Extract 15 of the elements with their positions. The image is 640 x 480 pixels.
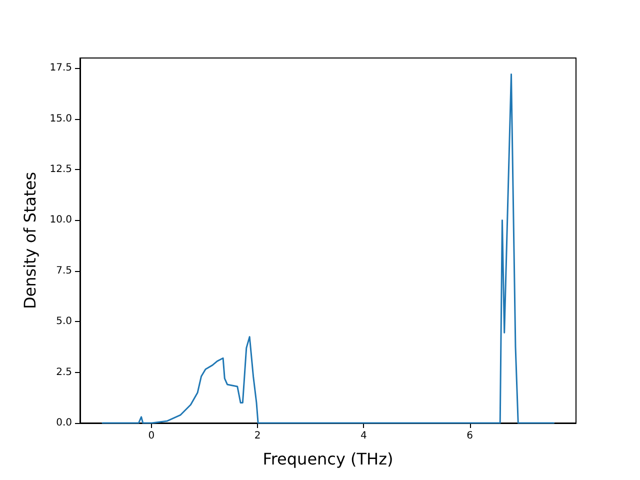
x-axis-title: Frequency (THz) xyxy=(262,450,394,468)
x-tick-label: 6 xyxy=(466,430,474,442)
y-tick-label: 5.0 xyxy=(56,316,72,328)
y-tick-label: 7.5 xyxy=(56,265,72,276)
x-tick-label: 0 xyxy=(148,430,155,442)
y-axis-title: Density of States xyxy=(20,172,40,310)
y-tick-label: 0.0 xyxy=(56,418,72,428)
y-tick-label: 17.5 xyxy=(50,62,72,74)
y-tick-label: 15.0 xyxy=(50,113,72,124)
y-tick-label: 2.5 xyxy=(56,366,72,378)
x-tick-label: 2 xyxy=(254,430,261,442)
y-tick-label: 10.0 xyxy=(50,214,72,226)
y-tick-label: 12.5 xyxy=(50,164,72,176)
x-tick-label: 4 xyxy=(360,430,367,442)
line-series xyxy=(102,73,554,424)
